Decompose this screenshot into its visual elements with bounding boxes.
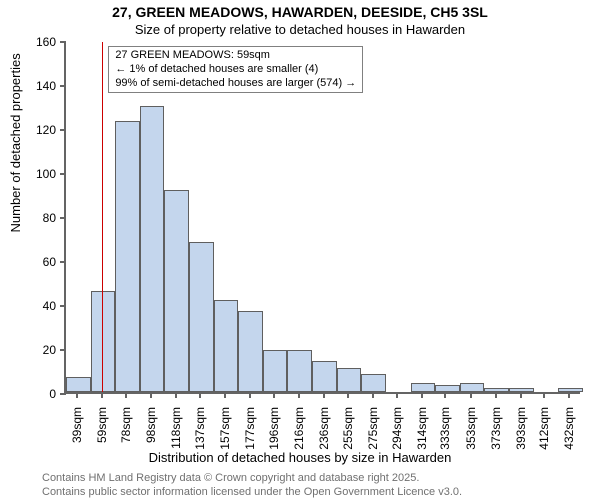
x-tick [101,392,103,398]
y-tick [60,393,66,395]
y-tick-label: 0 [49,387,56,401]
histogram-bar [460,383,485,392]
chart-subtitle: Size of property relative to detached ho… [0,22,600,37]
x-axis-label: Distribution of detached houses by size … [0,450,600,465]
x-tick [199,392,201,398]
histogram-bar [189,242,214,392]
histogram-bar [140,106,165,392]
x-tick [249,392,251,398]
x-tick-label: 353sqm [464,407,478,450]
histogram-bar [263,350,288,392]
x-tick [125,392,127,398]
x-tick [175,392,177,398]
x-tick-label: 59sqm [95,407,109,443]
footer-line: Contains public sector information licen… [42,486,462,498]
histogram-bar [484,388,509,392]
histogram-bar [558,388,583,392]
annotation-line: 27 GREEN MEADOWS: 59sqm [115,49,356,63]
y-tick-label: 40 [43,299,56,313]
y-tick [60,129,66,131]
x-tick-label: 157sqm [218,407,232,450]
histogram-bar [312,361,337,392]
histogram-bar [337,368,362,392]
x-tick-label: 255sqm [341,407,355,450]
x-tick [298,392,300,398]
x-tick-label: 432sqm [562,407,576,450]
histogram-bar [66,377,91,392]
x-tick [150,392,152,398]
chart-title: 27, GREEN MEADOWS, HAWARDEN, DEESIDE, CH… [0,4,600,20]
y-tick [60,305,66,307]
x-tick [224,392,226,398]
x-tick [273,392,275,398]
footer-line: Contains HM Land Registry data © Crown c… [42,472,419,484]
histogram-bar [214,300,239,392]
histogram-bar [411,383,436,392]
x-tick-label: 78sqm [119,407,133,443]
x-tick-label: 137sqm [193,407,207,450]
y-tick-label: 20 [43,343,56,357]
x-tick [347,392,349,398]
x-tick-label: 216sqm [292,407,306,450]
y-tick [60,85,66,87]
x-tick [76,392,78,398]
y-tick [60,261,66,263]
x-tick-label: 39sqm [70,407,84,443]
y-axis-label: Number of detached properties [8,53,23,232]
x-tick [323,392,325,398]
y-tick-label: 80 [43,211,56,225]
histogram-bar [287,350,312,392]
y-tick-label: 100 [36,167,56,181]
x-tick-label: 412sqm [537,407,551,450]
x-tick [396,392,398,398]
histogram-bar [361,374,386,392]
x-tick-label: 98sqm [144,407,158,443]
y-tick-label: 60 [43,255,56,269]
x-tick [495,392,497,398]
x-tick [520,392,522,398]
x-tick-label: 275sqm [366,407,380,450]
x-tick [421,392,423,398]
y-tick [60,217,66,219]
x-tick-label: 236sqm [317,407,331,450]
y-tick [60,41,66,43]
reference-line [102,42,103,392]
x-tick [568,392,570,398]
x-tick-label: 196sqm [267,407,281,450]
histogram-bar [115,121,140,392]
y-tick-label: 140 [36,79,56,93]
x-tick-label: 118sqm [169,407,183,449]
x-tick-label: 333sqm [438,407,452,450]
annotation-line: 99% of semi-detached houses are larger (… [115,77,356,91]
annotation-line: ← 1% of detached houses are smaller (4) [115,63,356,77]
x-tick [470,392,472,398]
x-tick-label: 393sqm [514,407,528,450]
y-tick [60,173,66,175]
histogram-bar [435,385,460,392]
y-tick-label: 120 [36,123,56,137]
x-tick-label: 373sqm [489,407,503,450]
histogram-bar [238,311,263,392]
x-tick-label: 177sqm [243,407,257,450]
histogram-bar [164,190,189,392]
x-tick-label: 314sqm [415,407,429,450]
plot-area: 27 GREEN MEADOWS: 59sqm ← 1% of detached… [64,42,580,394]
annotation-box: 27 GREEN MEADOWS: 59sqm ← 1% of detached… [108,46,363,93]
x-tick [372,392,374,398]
x-tick-label: 294sqm [390,407,404,450]
x-tick [543,392,545,398]
y-tick-label: 160 [36,35,56,49]
y-tick [60,349,66,351]
x-tick [444,392,446,398]
